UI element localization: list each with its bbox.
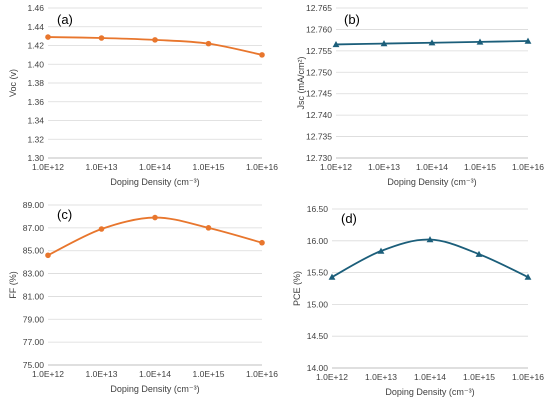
y-tick-label: 87.00 [23,223,45,233]
y-tick-label: 14.50 [307,331,329,341]
x-tick-label: 1.0E+15 [464,162,496,172]
x-tick-label: 1.0E+15 [193,162,225,172]
y-tick-label: 12.740 [306,110,332,120]
data-point [152,37,158,43]
data-point [377,247,385,254]
x-tick-label: 1.0E+13 [365,372,397,382]
y-axis-title: Jsc (mA/cm²) [296,57,306,110]
x-tick-label: 1.0E+13 [86,369,118,379]
x-tick-label: 1.0E+12 [32,162,64,172]
data-point [476,38,484,45]
y-tick-label: 83.00 [23,269,45,279]
data-point [98,226,105,232]
x-axis-title: Doping Density (cm⁻³) [110,177,199,187]
y-tick-label: 16.50 [307,204,329,214]
data-point [428,39,436,46]
y-tick-label: 15.00 [307,299,329,309]
series-line [331,238,529,278]
x-tick-label: 1.0E+15 [193,369,225,379]
panel-label: (a) [57,12,73,27]
y-tick-label: 1.40 [27,59,44,69]
x-tick-label: 1.0E+12 [316,372,348,382]
x-tick-label: 1.0E+14 [416,162,448,172]
panel-label: (d) [341,211,357,226]
data-point [259,52,265,58]
y-tick-label: 89.00 [23,200,45,210]
panel-label: (b) [344,12,360,27]
y-tick-label: 1.46 [27,3,44,13]
y-tick-label: 75.00 [23,360,45,370]
y-axis-title: Voc (v) [8,69,18,97]
y-axis-title: PCE (%) [292,271,302,306]
panel-label: (c) [57,207,72,222]
data-point [524,37,532,44]
data-point [45,34,51,40]
y-tick-label: 12.765 [306,3,332,13]
y-tick-label: 85.00 [23,246,45,256]
data-point [98,35,105,41]
y-tick-label: 1.34 [27,116,44,126]
y-axis-title: FF (%) [8,271,18,299]
y-tick-label: 12.735 [306,132,332,142]
y-tick-label: 16.00 [307,236,329,246]
x-tick-label: 1.0E+12 [32,369,64,379]
data-point [328,273,336,280]
data-point [332,41,340,48]
y-tick-label: 79.00 [23,314,45,324]
x-tick-label: 1.0E+14 [139,369,171,379]
y-tick-label: 12.750 [306,67,332,77]
x-tick-label: 1.0E+15 [463,372,495,382]
x-tick-label: 1.0E+14 [414,372,446,382]
data-point [152,214,158,221]
y-tick-label: 12.755 [306,46,332,56]
y-tick-label: 1.42 [27,41,44,51]
y-tick-label: 81.00 [23,291,45,301]
y-tick-label: 12.760 [306,24,332,34]
x-axis-title: Doping Density (cm⁻³) [110,384,199,394]
x-tick-label: 1.0E+14 [139,162,171,172]
chart-panel-3: 75.00 77.00 79.00 81.00 83.00 85.00 87.00 89.00… [8,200,278,394]
data-point [205,225,212,231]
x-axis-title: Doping Density (cm⁻³) [385,387,474,397]
y-tick-label: 12.745 [306,89,332,99]
data-point [45,252,51,259]
data-point [380,40,388,47]
x-tick-label: 1.0E+13 [368,162,400,172]
x-tick-label: 1.0E+13 [86,162,118,172]
y-tick-label: 15.50 [307,268,329,278]
x-tick-label: 1.0E+16 [512,372,544,382]
data-point [426,236,434,243]
y-tick-label: 12.730 [306,153,332,163]
x-tick-label: 1.0E+16 [246,162,278,172]
y-tick-label: 1.36 [27,97,44,107]
y-tick-label: 1.44 [27,22,44,32]
x-tick-label: 1.0E+16 [246,369,278,379]
y-tick-label: 14.00 [307,363,329,373]
data-point [524,273,532,280]
chart-panel-4: 14.00 14.50 15.00 15.50 16.00 16.50 1.0E+12 1.0… [292,204,544,397]
data-point [205,40,212,47]
data-point [475,250,483,257]
y-tick-label: 1.30 [27,153,44,163]
y-tick-label: 1.32 [27,134,44,144]
y-tick-label: 77.00 [23,337,45,347]
y-tick-label: 1.38 [27,78,44,88]
x-tick-label: 1.0E+16 [512,162,544,172]
chart-panel-1: 1.30 1.32 1.34 1.36 1.38 1.40 1.42 1.44 1.46 1.0E… [8,3,278,187]
data-point [259,239,265,246]
series-line [47,216,263,257]
x-axis-title: Doping Density (cm⁻³) [387,177,476,187]
chart-panel-2: 12.730 12.735 12.740 12.745 12.750 12.755 12.7… [296,3,544,187]
x-tick-label: 1.0E+12 [320,162,352,172]
